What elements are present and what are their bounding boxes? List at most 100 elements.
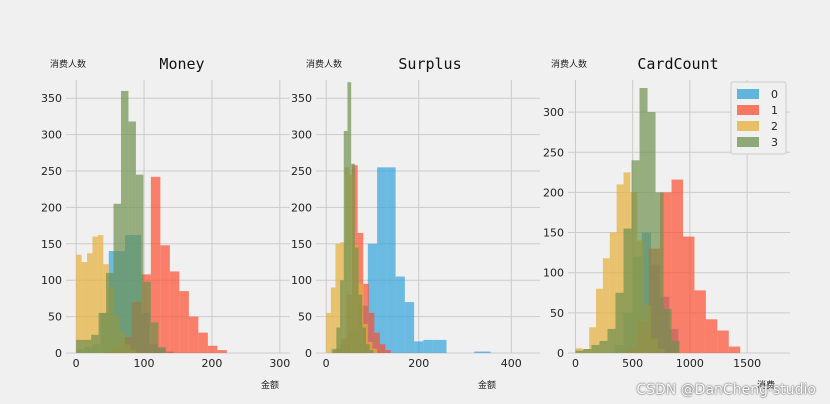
- histogram-bar: [671, 340, 680, 353]
- series-3: [76, 90, 166, 354]
- series-3: [575, 88, 680, 353]
- x-tick-label: 100: [134, 357, 155, 370]
- y-tick-label: 250: [543, 146, 564, 159]
- x-tick-label: 200: [201, 357, 222, 370]
- x-tick-label: 200: [408, 357, 429, 370]
- histogram-bar: [128, 121, 136, 353]
- y-tick-label: 100: [291, 274, 312, 287]
- y-tick-label: 100: [543, 267, 564, 280]
- legend-swatch: [737, 105, 759, 115]
- histogram-bar: [432, 339, 447, 353]
- histogram-bar: [377, 167, 387, 353]
- y-tick-label: 150: [543, 227, 564, 240]
- histogram-bar: [369, 350, 374, 353]
- y-tick-label: 250: [291, 165, 312, 178]
- histogram-bar: [647, 112, 656, 353]
- histogram-bar: [343, 130, 348, 353]
- y-tick-label: 200: [41, 201, 62, 214]
- histogram-bar: [583, 348, 592, 353]
- histogram-bar: [395, 276, 405, 353]
- y-tick-label: 150: [291, 238, 312, 251]
- histogram-bar: [160, 245, 170, 353]
- histogram-bar: [330, 287, 336, 353]
- y-tick-label: 0: [305, 347, 312, 360]
- histogram-bar: [106, 272, 114, 353]
- histogram-bar: [150, 176, 161, 353]
- legend-label: 1: [771, 104, 778, 117]
- histogram-bar: [365, 344, 370, 353]
- x-tick-label: 0: [73, 357, 80, 370]
- histogram-bar: [474, 351, 491, 353]
- histogram-bar: [92, 236, 98, 353]
- histogram-bar: [639, 88, 648, 353]
- histogram-bar: [683, 236, 695, 353]
- histogram-bar: [91, 334, 99, 353]
- histogram-bar: [615, 292, 624, 353]
- histogram-bar: [379, 344, 386, 353]
- y-tick-label: 0: [557, 347, 564, 360]
- subplot-0: 0 50 100 150 200 250 300 350 0 100 200 300 Money 消费人数…: [41, 55, 290, 391]
- histogram-bar: [404, 302, 415, 353]
- histogram-bar: [655, 192, 664, 353]
- histogram-bar: [198, 332, 208, 353]
- x-tick-label: 1000: [676, 357, 704, 370]
- legend: 0 1 2 3: [730, 81, 787, 155]
- histogram-bar: [717, 330, 729, 353]
- x-axis-label: 消费: [757, 379, 775, 391]
- histogram-bar: [76, 339, 84, 353]
- legend-label: 3: [771, 136, 778, 149]
- histogram-bar: [368, 312, 375, 353]
- histogram-bar: [602, 258, 610, 353]
- y-tick-label: 300: [291, 129, 312, 142]
- histogram-bar: [591, 344, 600, 353]
- histogram-bar: [135, 174, 144, 353]
- histogram-bar: [169, 271, 180, 353]
- y-tick-label: 100: [41, 274, 62, 287]
- histogram-bar: [76, 254, 82, 353]
- histogram-bar: [623, 228, 632, 353]
- y-tick-label: 150: [41, 238, 62, 251]
- histogram-bar: [326, 312, 331, 353]
- histogram-bar: [347, 82, 352, 354]
- y-tick-label: 50: [550, 307, 564, 320]
- legend-box: [730, 81, 787, 155]
- y-tick-label: 350: [41, 92, 62, 105]
- histogram-bar: [705, 319, 718, 353]
- histogram-bar: [414, 341, 424, 353]
- histogram-bar: [386, 167, 396, 353]
- histogram-bar: [354, 247, 359, 353]
- y-tick-label: 300: [543, 106, 564, 119]
- y-axis-label: 消费人数: [50, 58, 86, 70]
- histogram-bar: [207, 345, 218, 353]
- x-axis-label: 金额: [261, 379, 279, 391]
- x-tick-label: 1500: [733, 357, 761, 370]
- histogram-bar: [609, 232, 617, 353]
- chart-title: Surplus: [398, 55, 461, 73]
- histogram-bar: [589, 327, 597, 353]
- chart-title: CardCount: [637, 55, 718, 73]
- histogram-bar: [367, 342, 373, 353]
- histogram-bar: [351, 163, 355, 353]
- chart-title: Money: [159, 55, 204, 73]
- y-tick-label: 50: [48, 311, 62, 324]
- series-3: [332, 82, 374, 354]
- subplot-2: 0 50 100 150 200 250 300 0 500 1000 1500 CardCount 消…: [543, 55, 790, 391]
- y-tick-label: 200: [543, 186, 564, 199]
- histogram-bar: [120, 90, 129, 354]
- legend-label: 0: [771, 88, 778, 101]
- x-tick-label: 0: [323, 357, 330, 370]
- histogram-bar: [423, 339, 433, 353]
- y-tick-label: 50: [298, 311, 312, 324]
- legend-swatch: [737, 137, 759, 147]
- histogram-bar: [616, 184, 624, 353]
- histogram-bar: [81, 262, 88, 353]
- histogram-bar: [143, 281, 151, 353]
- histogram-bar: [385, 350, 391, 353]
- y-tick-label: 0: [55, 347, 62, 360]
- csdn-watermark: CSDN @DanCheng-studio: [636, 382, 816, 398]
- x-axis-label: 金额: [478, 379, 496, 391]
- histogram-bar: [179, 291, 189, 353]
- histogram-bar: [150, 322, 159, 353]
- y-tick-label: 250: [41, 165, 62, 178]
